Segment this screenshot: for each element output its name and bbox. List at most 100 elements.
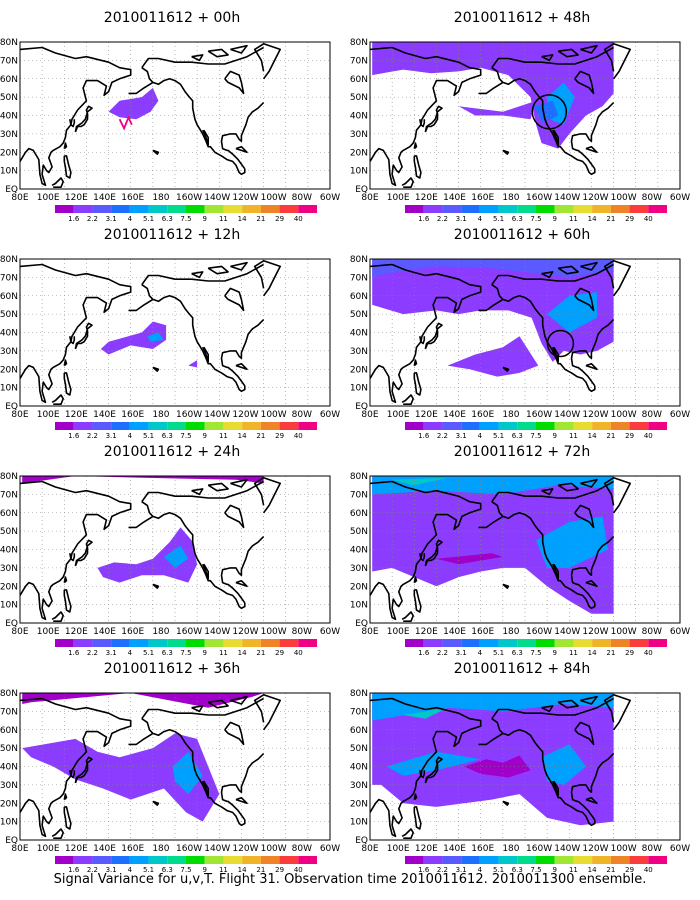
lon-tick-label: 180 — [152, 193, 169, 203]
lon-tick-label: 80W — [642, 410, 662, 420]
lat-tick-label: 60N — [350, 509, 368, 519]
coastline — [570, 102, 615, 170]
lon-tick-label: 80W — [292, 627, 312, 637]
lon-tick-label: 160E — [471, 410, 494, 420]
colorbar-swatch — [223, 639, 243, 647]
coastline — [235, 796, 248, 805]
lon-tick-label: 140E — [443, 193, 466, 203]
lon-tick-label: 120E — [415, 844, 438, 854]
colorbar-label: 11 — [569, 215, 578, 223]
lat-tick-label: 40N — [0, 546, 18, 556]
coastline — [424, 756, 443, 784]
coastline — [424, 105, 443, 133]
colorbar-label: 3.1 — [106, 866, 117, 874]
colorbar-label: 11 — [219, 432, 228, 440]
colorbar-label: 6.3 — [512, 215, 523, 223]
coastline — [63, 589, 72, 613]
lon-tick-label: 60W — [320, 193, 340, 203]
coastline — [585, 579, 598, 588]
colorbar-label: 5.1 — [143, 215, 154, 223]
lon-tick-label: 140W — [554, 410, 580, 420]
coastline — [230, 478, 248, 488]
lon-tick-label: 180 — [502, 844, 519, 854]
coastline — [141, 718, 246, 827]
colorbar-label: 11 — [569, 432, 578, 440]
lon-tick-label: 100W — [611, 844, 637, 854]
colorbar-swatch — [111, 205, 130, 213]
lat-tick-label: 40N — [0, 763, 18, 773]
coastline — [574, 504, 595, 529]
variance-region — [392, 477, 448, 486]
lon-tick-label: 80E — [11, 410, 28, 420]
lon-tick-label: 80W — [642, 627, 662, 637]
colorbar-label: 14 — [238, 215, 247, 223]
colorbar-label: 6.3 — [162, 649, 173, 657]
lat-tick-label: 40N — [350, 546, 368, 556]
variance-region — [22, 733, 220, 822]
coastline — [74, 322, 93, 350]
colorbar-swatch — [92, 639, 112, 647]
colorbar-swatch — [554, 856, 574, 864]
colorbar-swatch — [242, 205, 261, 213]
lon-tick-label: 140E — [443, 627, 466, 637]
figure-caption: Signal Variance for u,v,T. Flight 31. Ob… — [53, 872, 647, 887]
colorbar-label: 3.1 — [106, 649, 117, 657]
coastline — [141, 263, 264, 286]
colorbar-swatch — [610, 205, 630, 213]
colorbar-label: 7.5 — [180, 649, 191, 657]
lon-tick-label: 180 — [502, 627, 519, 637]
lon-tick-label: 160E — [121, 410, 144, 420]
colorbar-swatch — [204, 422, 224, 430]
lat-tick-label: EQ — [355, 402, 368, 412]
panel-title-72h: 2010011612 + 72h — [453, 444, 591, 460]
colorbar-swatch — [55, 856, 74, 864]
colorbar-label: 3.1 — [456, 432, 467, 440]
colorbar-swatch — [554, 205, 574, 213]
colorbar-swatch — [648, 639, 667, 647]
lon-tick-label: 100W — [611, 627, 637, 637]
lon-tick-label: 140E — [93, 627, 116, 637]
lon-tick-label: 100E — [387, 627, 410, 637]
lat-tick-label: 80N — [0, 255, 18, 265]
coastline — [401, 394, 415, 405]
colorbar-label: 40 — [294, 649, 303, 657]
colorbar-label: 40 — [294, 432, 303, 440]
colorbar-swatch — [279, 856, 299, 864]
coastline — [253, 260, 282, 297]
colorbar-swatch — [92, 856, 112, 864]
coastline — [141, 480, 264, 503]
colorbar-label: 1.6 — [418, 432, 430, 440]
variance-region — [386, 751, 481, 776]
lon-tick-label: 120W — [582, 844, 608, 854]
coastline — [502, 583, 510, 589]
lon-tick-label: 140E — [93, 844, 116, 854]
colorbar-swatch — [55, 205, 74, 213]
colorbar-swatch — [461, 856, 480, 864]
coastline — [585, 796, 598, 805]
colorbar-swatch — [111, 856, 130, 864]
colorbar-swatch — [498, 856, 518, 864]
coastline — [557, 265, 579, 275]
colorbar-swatch — [298, 856, 317, 864]
coastline — [574, 70, 595, 95]
lat-tick-label: 70N — [0, 273, 18, 283]
coastline — [235, 362, 248, 371]
panel-title-00h: 2010011612 + 00h — [103, 10, 241, 26]
coastline — [419, 553, 426, 562]
coastline — [230, 44, 248, 54]
coastline — [74, 756, 93, 784]
colorbar-swatch — [554, 639, 574, 647]
coastline — [128, 732, 154, 746]
colorbar-swatch — [648, 422, 667, 430]
colorbar-swatch — [73, 422, 93, 430]
panel-title-84h: 2010011612 + 84h — [453, 661, 591, 677]
coastline — [603, 477, 632, 514]
coastline — [201, 563, 209, 580]
lon-tick-label: 100W — [261, 193, 287, 203]
lon-tick-label: 160W — [176, 193, 202, 203]
lon-tick-label: 160E — [121, 193, 144, 203]
colorbar-label: 4 — [478, 432, 483, 440]
lat-tick-label: 20N — [0, 365, 18, 375]
